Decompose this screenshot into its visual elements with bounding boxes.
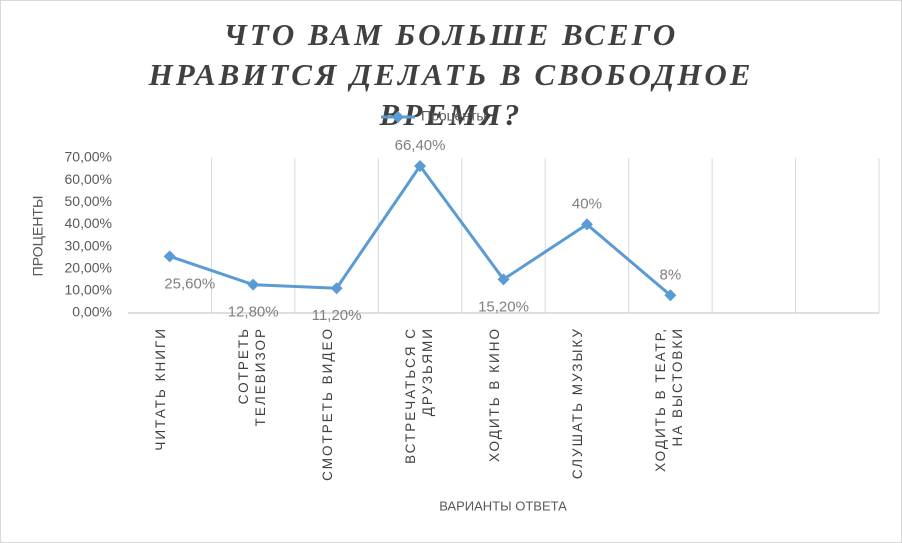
- x-tick-label: СЛУШАТЬ МУЗЫКУ: [569, 327, 585, 480]
- legend-label: Проценты: [421, 108, 487, 124]
- y-axis-label: ПРОЦЕНТЫ: [30, 196, 46, 277]
- data-label: 8%: [660, 266, 682, 283]
- chart-title: ЧТО ВАМ БОЛЬШЕ ВСЕГО НРАВИТСЯ ДЕЛАТЬ В С…: [148, 17, 754, 132]
- x-tick-label: ВСТРЕЧАТЬСЯ С ДРУЗЬЯМИ: [403, 327, 436, 464]
- y-tick-label: 20,00%: [65, 259, 112, 275]
- data-label: 15,20%: [478, 298, 529, 315]
- series-line: [169, 163, 672, 297]
- x-tick-label: СОТРЕТЬ ТЕЛЕВИЗОР: [236, 327, 269, 427]
- y-tick-label: 30,00%: [65, 237, 112, 253]
- data-label: 25,60%: [164, 275, 215, 292]
- legend-marker: [392, 111, 404, 123]
- x-tick-label: ХОДИТЬ В ТЕАТР, НА ВЫСТОВКИ: [653, 327, 686, 472]
- y-tick-label: 60,00%: [65, 171, 112, 187]
- marker: [247, 278, 260, 291]
- marker: [330, 282, 343, 295]
- y-tick-label: 10,00%: [65, 282, 112, 298]
- marker: [497, 273, 510, 286]
- y-tick-label: 70,00%: [65, 149, 112, 165]
- data-label: 66,40%: [395, 137, 446, 154]
- marker: [163, 250, 176, 263]
- marker: [580, 218, 593, 231]
- x-tick-label: ХОДИТЬ В КИНО: [486, 327, 502, 463]
- marker: [414, 159, 427, 172]
- y-tick-label: 0,00%: [72, 304, 112, 320]
- x-tick-label: ЧИТАТЬ КНИГИ: [152, 327, 168, 451]
- x-tick-label: СМОТРЕТЬ ВИДЕО: [319, 327, 335, 481]
- x-axis-label: ВАРИАНТЫ ОТВЕТА: [439, 498, 567, 513]
- marker: [664, 289, 677, 302]
- data-label: 11,20%: [312, 307, 362, 324]
- data-label: 12,80%: [228, 304, 279, 321]
- data-label: 40%: [572, 195, 602, 212]
- y-tick-label: 50,00%: [65, 193, 112, 209]
- y-tick-label: 40,00%: [65, 215, 112, 231]
